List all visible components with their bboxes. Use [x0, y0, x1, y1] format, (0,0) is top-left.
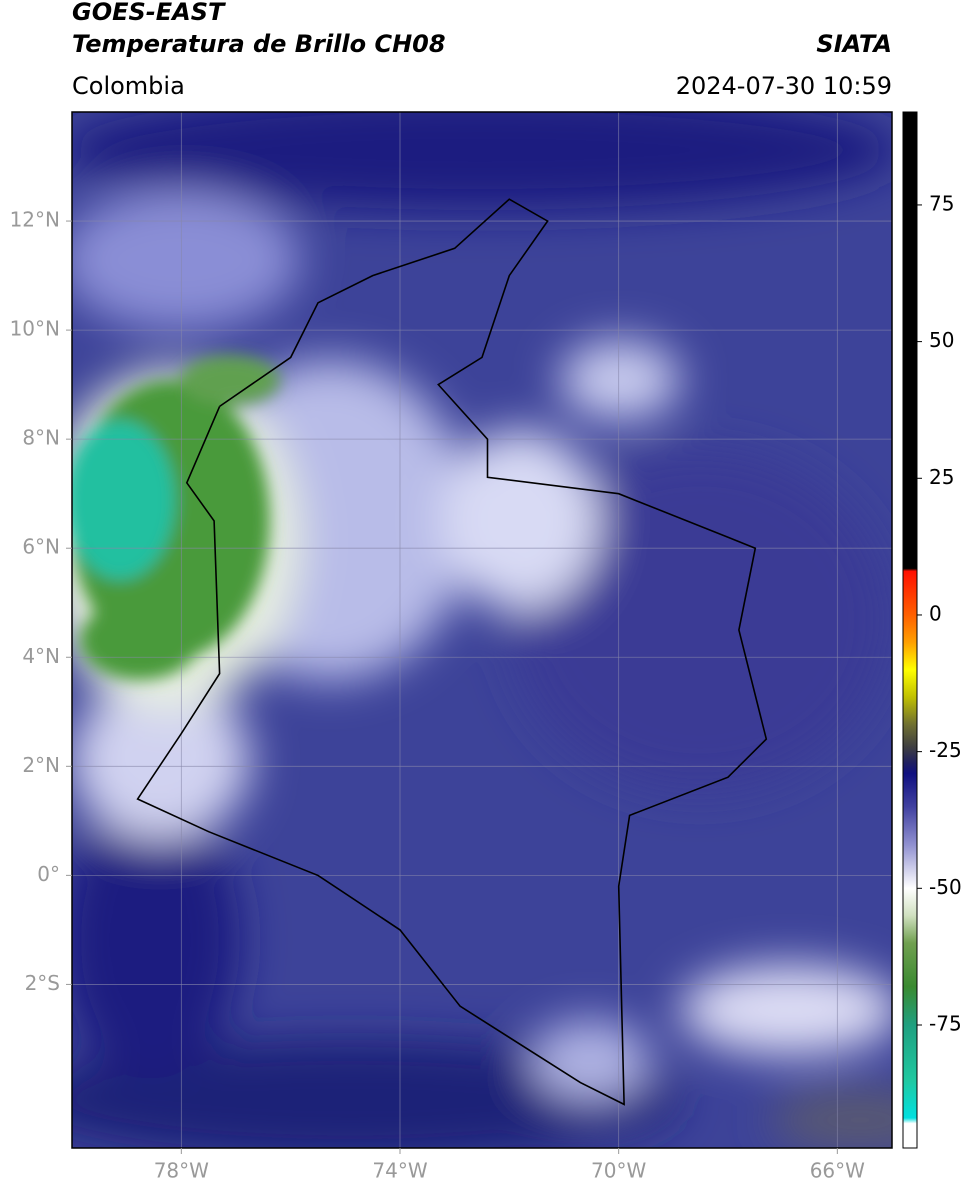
- colorbar-tick-label: -25: [929, 738, 962, 762]
- colorbar: [902, 111, 918, 1149]
- y-tick-label: 2°N: [22, 753, 60, 777]
- x-tick-label: 74°W: [372, 1159, 427, 1183]
- colorbar-tick-label: 25: [929, 465, 954, 489]
- map-frame: [71, 111, 893, 1149]
- grid: [72, 112, 892, 1148]
- y-tick-label: 12°N: [10, 208, 60, 232]
- colorbar-tick-label: -50: [929, 875, 962, 899]
- y-tick-label: 8°N: [22, 426, 60, 450]
- datetime: 2024-07-30 10:59: [676, 72, 892, 100]
- x-tick-label: 78°W: [154, 1159, 209, 1183]
- country-border: [136, 198, 768, 1106]
- colorbar-tick-label: 75: [929, 191, 954, 215]
- y-tick-label: 4°N: [22, 644, 60, 668]
- x-tick-label: 70°W: [591, 1159, 646, 1183]
- satellite: GOES-EAST: [72, 0, 226, 26]
- region: Colombia: [72, 72, 185, 100]
- y-tick-label: 2°S: [25, 971, 60, 995]
- product: Temperatura de Brillo CH08: [72, 30, 446, 58]
- y-tick-label: 6°N: [22, 535, 60, 559]
- satellite-image: [72, 112, 892, 1148]
- y-tick-label: 0°: [37, 862, 60, 886]
- x-tick-label: 66°W: [810, 1159, 865, 1183]
- y-tick-label: 10°N: [10, 317, 60, 341]
- colorbar-tick-label: 50: [929, 328, 954, 352]
- colorbar-tick-label: -75: [929, 1011, 962, 1035]
- colorbar-tick-label: 0: [929, 601, 942, 625]
- source: SIATA: [816, 30, 892, 58]
